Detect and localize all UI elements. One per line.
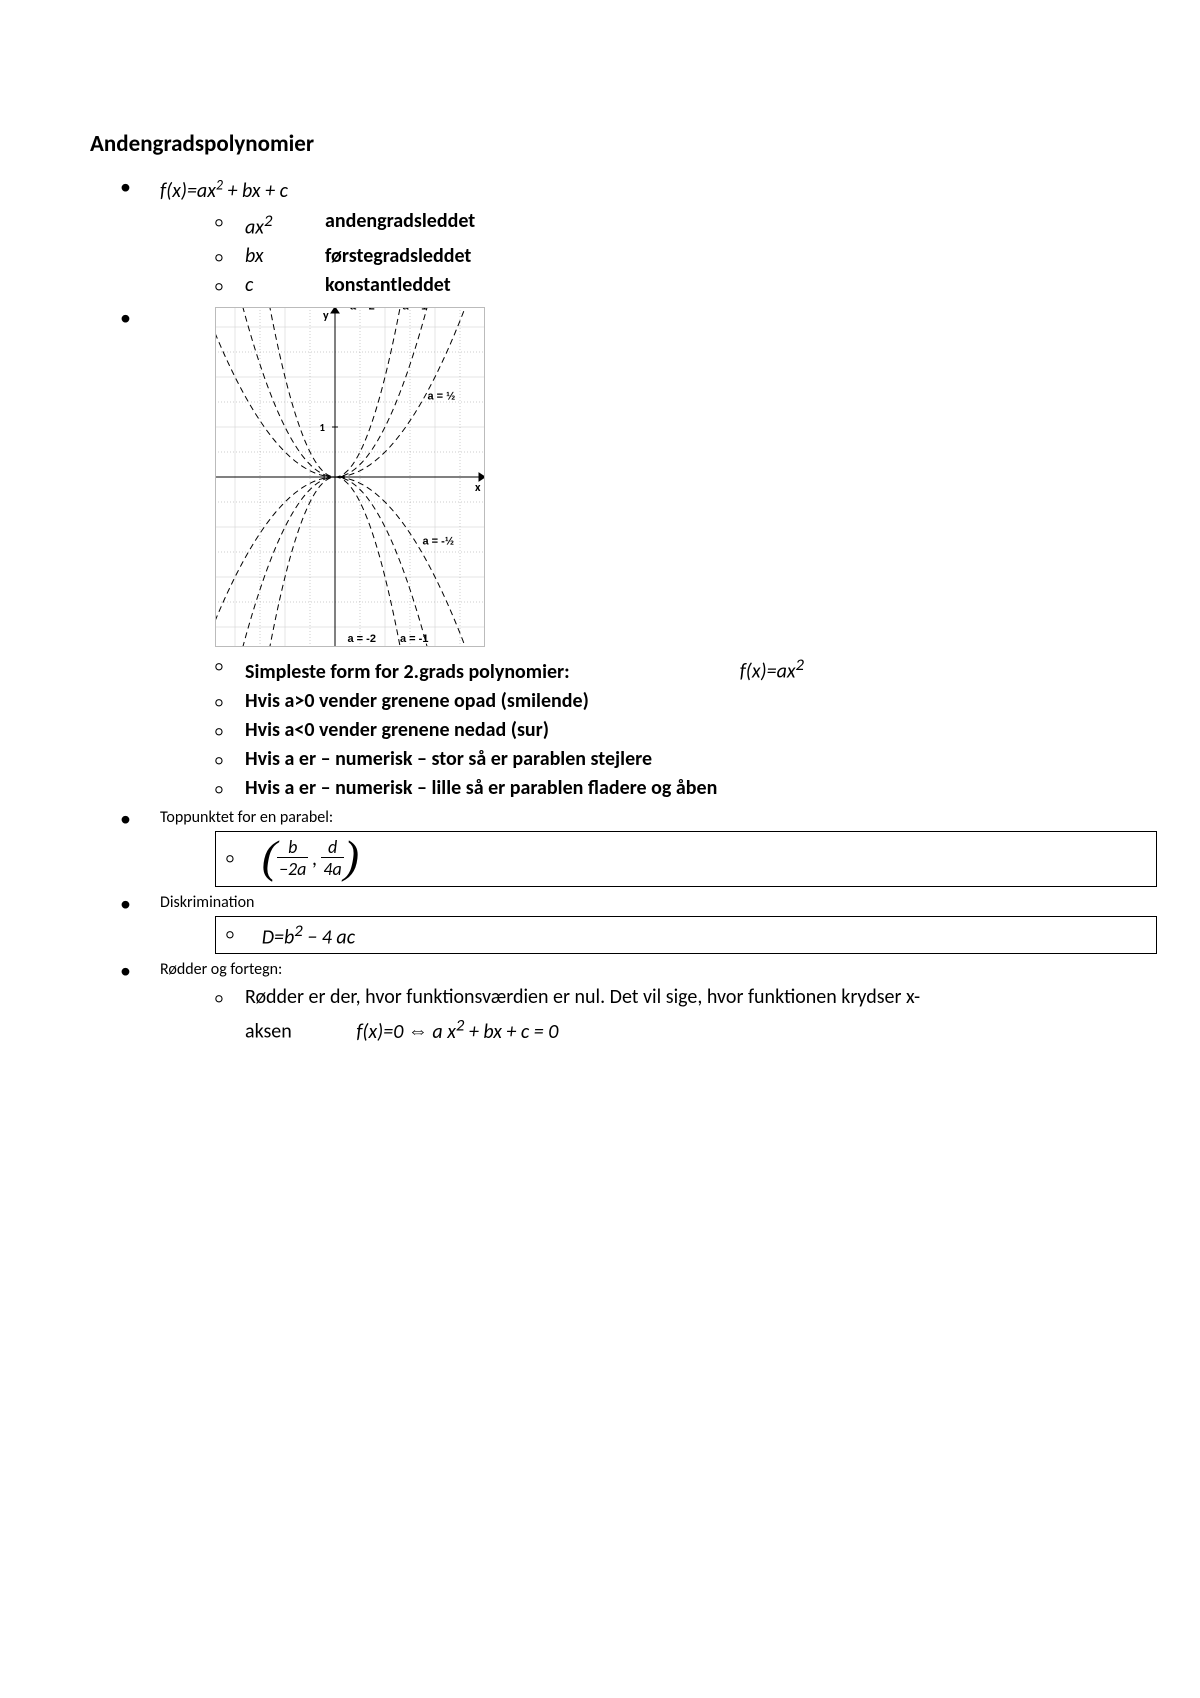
after-graph-item: Simpleste form for 2.grads polynomier:f(… [215,651,1110,686]
bullet-vertex: Toppunktet for en parabel: ○ ( b −2a , d… [120,808,1110,887]
vertex-heading: Toppunktet for en parabel: [160,808,333,827]
terms-list: ax2andengradsleddetbxførstegradsleddetck… [160,207,1110,300]
term-item: ckonstantleddet [215,271,1110,299]
svg-text:y: y [323,309,329,323]
main-formula: f(x)=ax2 + bx + c [160,179,288,203]
after-graph-bullets: Simpleste form for 2.grads polynomier:f(… [160,651,1110,802]
svg-text:x: x [475,481,481,495]
roots-equation: f(x)=0 ⇔ a x2 + bx + c = 0 [356,1020,558,1044]
term-item: bxførstegradsleddet [215,242,1110,270]
bullet-roots: Rødder og fortegn: Rødder er der, hvor f… [120,960,1110,1046]
page-title: Andengradspolynomier [90,130,1110,158]
term-item: ax2andengradsleddet [215,207,1110,242]
sub-bullet-marker: ○ [226,850,234,867]
disc-box: ○ D=b2 − 4 ac [215,916,1157,954]
vertex-y-frac: d 4a [321,837,343,880]
vertex-box: ○ ( b −2a , d 4a ) [215,831,1157,887]
after-graph-item: Hvis a>0 vender grenene opad (smilende) [215,687,1110,715]
vertex-x-frac: b −2a [277,837,308,880]
svg-text:a = -1: a = -1 [400,633,428,645]
svg-text:1: 1 [319,421,325,434]
disc-heading: Diskrimination [160,893,254,912]
after-graph-item: Hvis a er – numerisk – lille så er parab… [215,774,1110,802]
after-graph-item: Hvis a er – numerisk – stor så er parabl… [215,745,1110,773]
roots-heading: Rødder og fortegn: [160,960,282,979]
disc-formula: D=b2 − 4 ac [262,921,355,950]
bullet-discriminant: Diskrimination ○ D=b2 − 4 ac [120,893,1110,954]
svg-text:a = ½: a = ½ [428,391,456,403]
parabola-graph: 1xya = 2a = 1a = ½a = -½a = -2a = -1 [215,307,485,647]
svg-text:a = -2: a = -2 [348,633,376,645]
bullet-main-formula: f(x)=ax2 + bx + c ax2andengradsleddetbxf… [120,176,1110,299]
roots-desc: Rødder er der, hvor funktionsværdien er … [215,983,1110,1046]
after-graph-item: Hvis a<0 vender grenene nedad (sur) [215,716,1110,744]
sub-bullet-marker: ○ [226,926,234,943]
svg-text:a = -½: a = -½ [423,536,455,548]
bullet-graph: 1xya = 2a = 1a = ½a = -½a = -2a = -1 Sim… [120,307,1110,802]
